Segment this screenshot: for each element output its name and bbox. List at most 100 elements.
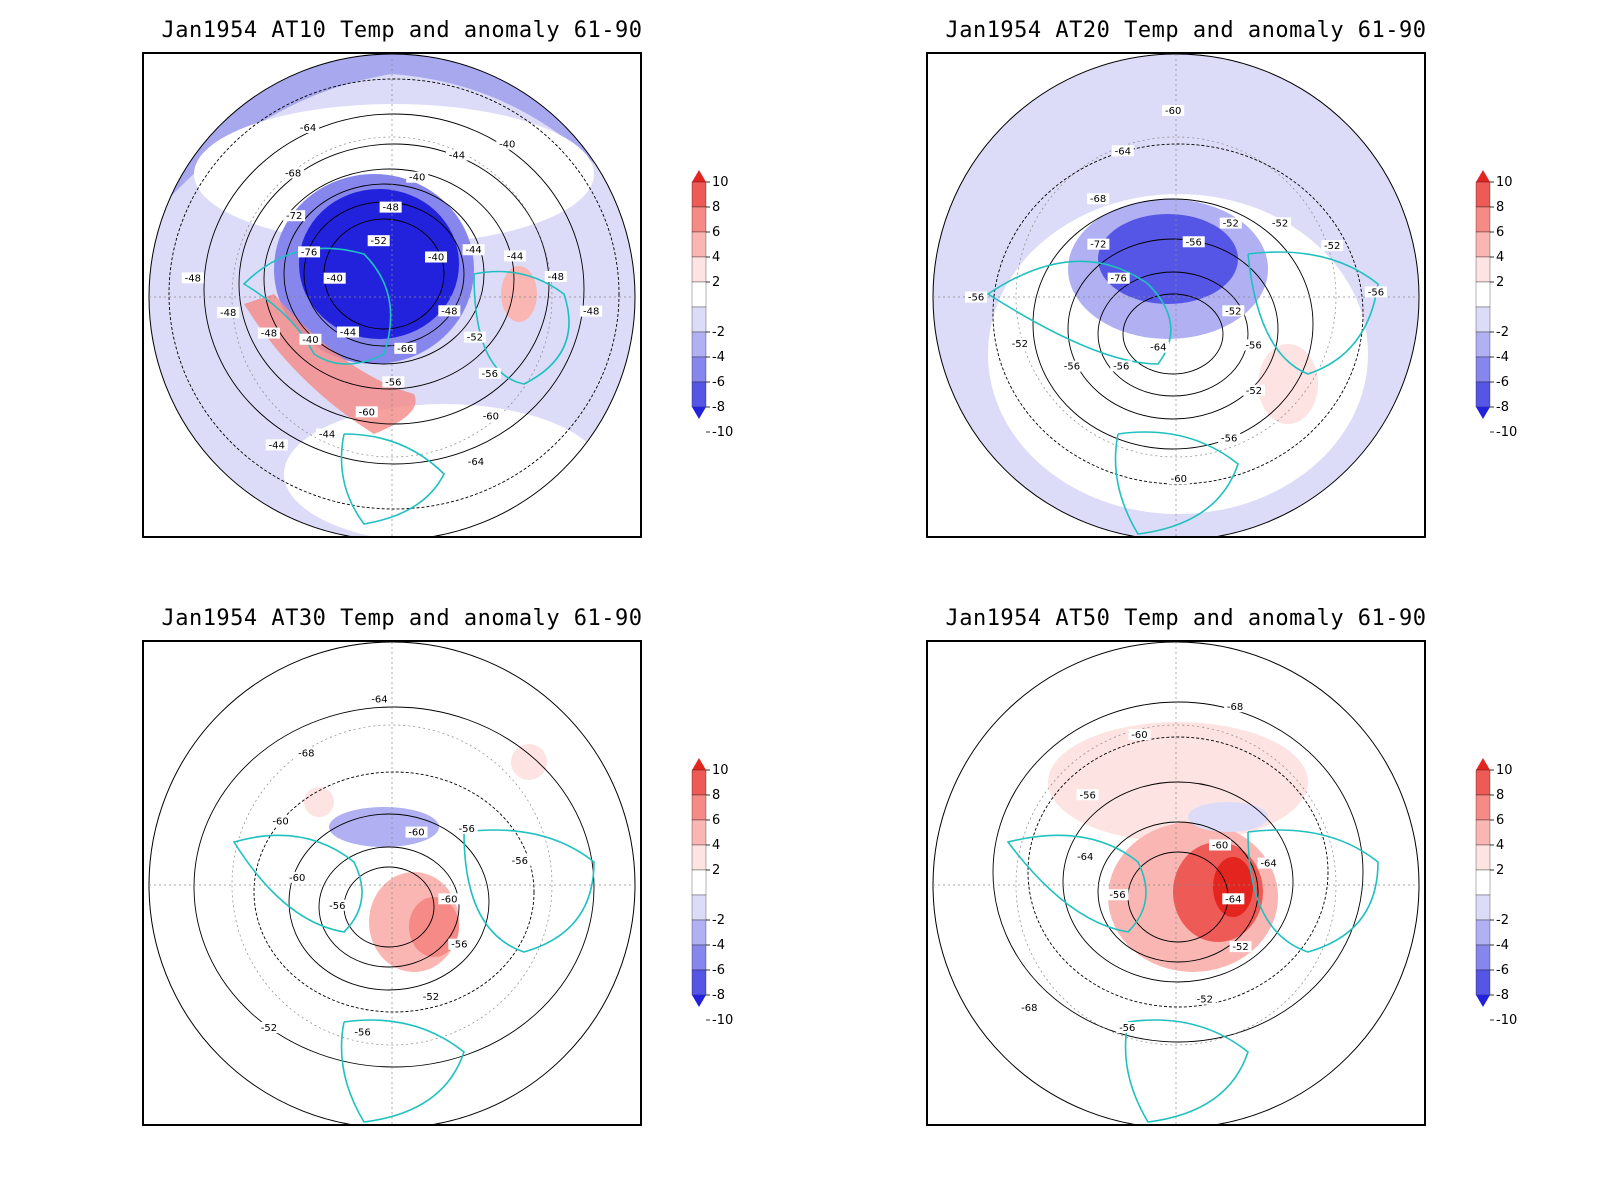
colorbar-tick-label: 2 xyxy=(1496,275,1504,290)
contour-label: -56 xyxy=(351,1026,374,1038)
contour-label: -64 xyxy=(464,456,487,468)
anomaly-negative xyxy=(299,189,459,339)
svg-text:-64: -64 xyxy=(468,457,484,468)
colorbar-segment xyxy=(1475,356,1491,383)
contour-label: -68 xyxy=(282,167,305,179)
contour-label: -52 xyxy=(1219,217,1242,230)
anomaly-neutral xyxy=(284,404,604,536)
colorbar-tick-label: -2 xyxy=(712,913,725,928)
contour-label: -44 xyxy=(265,439,288,451)
svg-text:-52: -52 xyxy=(1324,241,1340,252)
contour-label: -40 xyxy=(496,138,519,151)
colorbar-segment xyxy=(1475,331,1491,358)
svg-text:-44: -44 xyxy=(507,251,523,262)
colorbar-tick-label: 8 xyxy=(1496,200,1504,215)
colorbar-bottom-right: 10 8 6 4 2 -2 -4 -6 -8 -10 xyxy=(1474,758,1554,1038)
anomaly-positive xyxy=(244,294,416,434)
svg-text:-56: -56 xyxy=(385,377,401,388)
contour-label: -64 xyxy=(368,693,391,705)
colorbar-segment xyxy=(691,331,707,358)
svg-text:-48: -48 xyxy=(382,203,398,214)
panel-title: Jan1954 AT10 Temp and anomaly 61-90 xyxy=(161,18,643,43)
colorbar-segment xyxy=(691,819,707,846)
anomaly-negative xyxy=(149,54,635,254)
svg-text:-56: -56 xyxy=(1079,790,1095,801)
colorbar-tick-label: -8 xyxy=(1496,988,1509,1003)
contour-label: -56 xyxy=(455,822,478,835)
colorbar-segment xyxy=(691,256,707,283)
colorbar-segment xyxy=(691,206,707,233)
colorbar-tick-label: -6 xyxy=(712,963,725,978)
colorbar-segment xyxy=(691,381,707,408)
colorbar-tick-label: 2 xyxy=(712,275,720,290)
svg-text:-68: -68 xyxy=(298,748,314,759)
contour-label: -56 xyxy=(1116,1022,1139,1034)
svg-text:-56: -56 xyxy=(1245,340,1261,351)
contour-label: -48 xyxy=(438,305,461,317)
map-svg: -64 -52 -52 -56 -68 -56 -64 -56 -60 -68 -60 -64 xyxy=(932,642,1420,1124)
svg-text:-44: -44 xyxy=(340,328,356,339)
graticule xyxy=(933,642,1419,1124)
svg-text:-68: -68 xyxy=(285,168,301,179)
colorbar-tick-label: -10 xyxy=(1496,425,1517,440)
colorbar-tick-label: 6 xyxy=(712,813,720,828)
contour-label: -52 xyxy=(1222,305,1245,317)
svg-text:-56: -56 xyxy=(968,293,984,304)
contour-label: -60 xyxy=(1128,728,1151,741)
svg-text:-72: -72 xyxy=(286,211,302,222)
svg-text:-40: -40 xyxy=(499,140,515,151)
colorbar-tick-label: -10 xyxy=(712,1013,733,1028)
colorbar-segment xyxy=(691,231,707,258)
isotherms xyxy=(992,143,1364,485)
contour-label: -44 xyxy=(504,250,527,262)
colorbar-tick-label: 2 xyxy=(1496,863,1504,878)
svg-text:-52: -52 xyxy=(467,333,483,344)
svg-text:-40: -40 xyxy=(302,335,318,346)
contour-label: -56 xyxy=(508,855,531,867)
svg-text:-64: -64 xyxy=(1115,146,1131,157)
svg-text:-76: -76 xyxy=(1111,274,1127,285)
colorbar-tick-label: 6 xyxy=(712,225,720,240)
contour-label: -64 xyxy=(1222,893,1245,905)
contour-label: -64 xyxy=(1111,145,1134,157)
contour-label: -56 xyxy=(965,291,988,304)
anomaly-neutral xyxy=(194,104,594,244)
contour-label: -56 xyxy=(1182,236,1205,248)
colorbar-segment xyxy=(1475,844,1491,871)
colorbar-segment xyxy=(1475,231,1491,258)
contour-label: -72 xyxy=(283,210,306,222)
contour-label: -56 xyxy=(478,367,501,380)
contour-label: -64 xyxy=(1257,857,1280,870)
colorbar-segment xyxy=(1475,819,1491,846)
contour-label: -44 xyxy=(462,244,485,256)
svg-text:-64: -64 xyxy=(1260,859,1276,870)
svg-text:-52: -52 xyxy=(1012,339,1028,350)
contour-label: -44 xyxy=(445,149,468,161)
anomaly-positive xyxy=(501,266,537,322)
coastlines xyxy=(232,829,595,1123)
polar-map: -52 -56 -52 -56 -60 -64 -56 -56 -52 -56 -76 -72 -68 -… xyxy=(926,52,1426,538)
svg-text:-68: -68 xyxy=(1021,1003,1037,1014)
svg-text:-56: -56 xyxy=(1186,237,1202,248)
colorbar-segment xyxy=(691,969,707,996)
colorbar-tick-label: -4 xyxy=(1496,350,1509,365)
svg-text:-52: -52 xyxy=(1223,219,1239,230)
svg-text:-64: -64 xyxy=(1077,852,1093,863)
contour-label: -68 xyxy=(1224,701,1247,713)
colorbar-extend-max xyxy=(692,758,706,770)
contour-label: -48 xyxy=(181,272,204,284)
colorbar-top-left: 10 8 6 4 2 -2 -4 -6 -8 -10 xyxy=(690,170,770,450)
colorbar-segment xyxy=(691,944,707,971)
contour-label: -60 xyxy=(355,406,378,418)
colorbar-segment xyxy=(1475,306,1491,333)
svg-text:-60: -60 xyxy=(483,412,499,423)
map-svg: -48 -52 -56 -60 -64 -66 -56 -60 -44 -44 -44 -40 -48 -… xyxy=(148,54,636,536)
svg-text:-44: -44 xyxy=(449,150,465,161)
colorbar-segment xyxy=(1475,894,1491,921)
contour-label: -68 xyxy=(1087,193,1110,205)
colorbar-tick-label: 10 xyxy=(1496,175,1513,190)
colorbar-segment xyxy=(691,869,707,896)
contour-label: -76 xyxy=(298,246,321,258)
colorbar-svg: 10 8 6 4 2 -2 -4 -6 -8 -10 xyxy=(1475,758,1517,1028)
contour-label: -60 xyxy=(269,815,292,827)
